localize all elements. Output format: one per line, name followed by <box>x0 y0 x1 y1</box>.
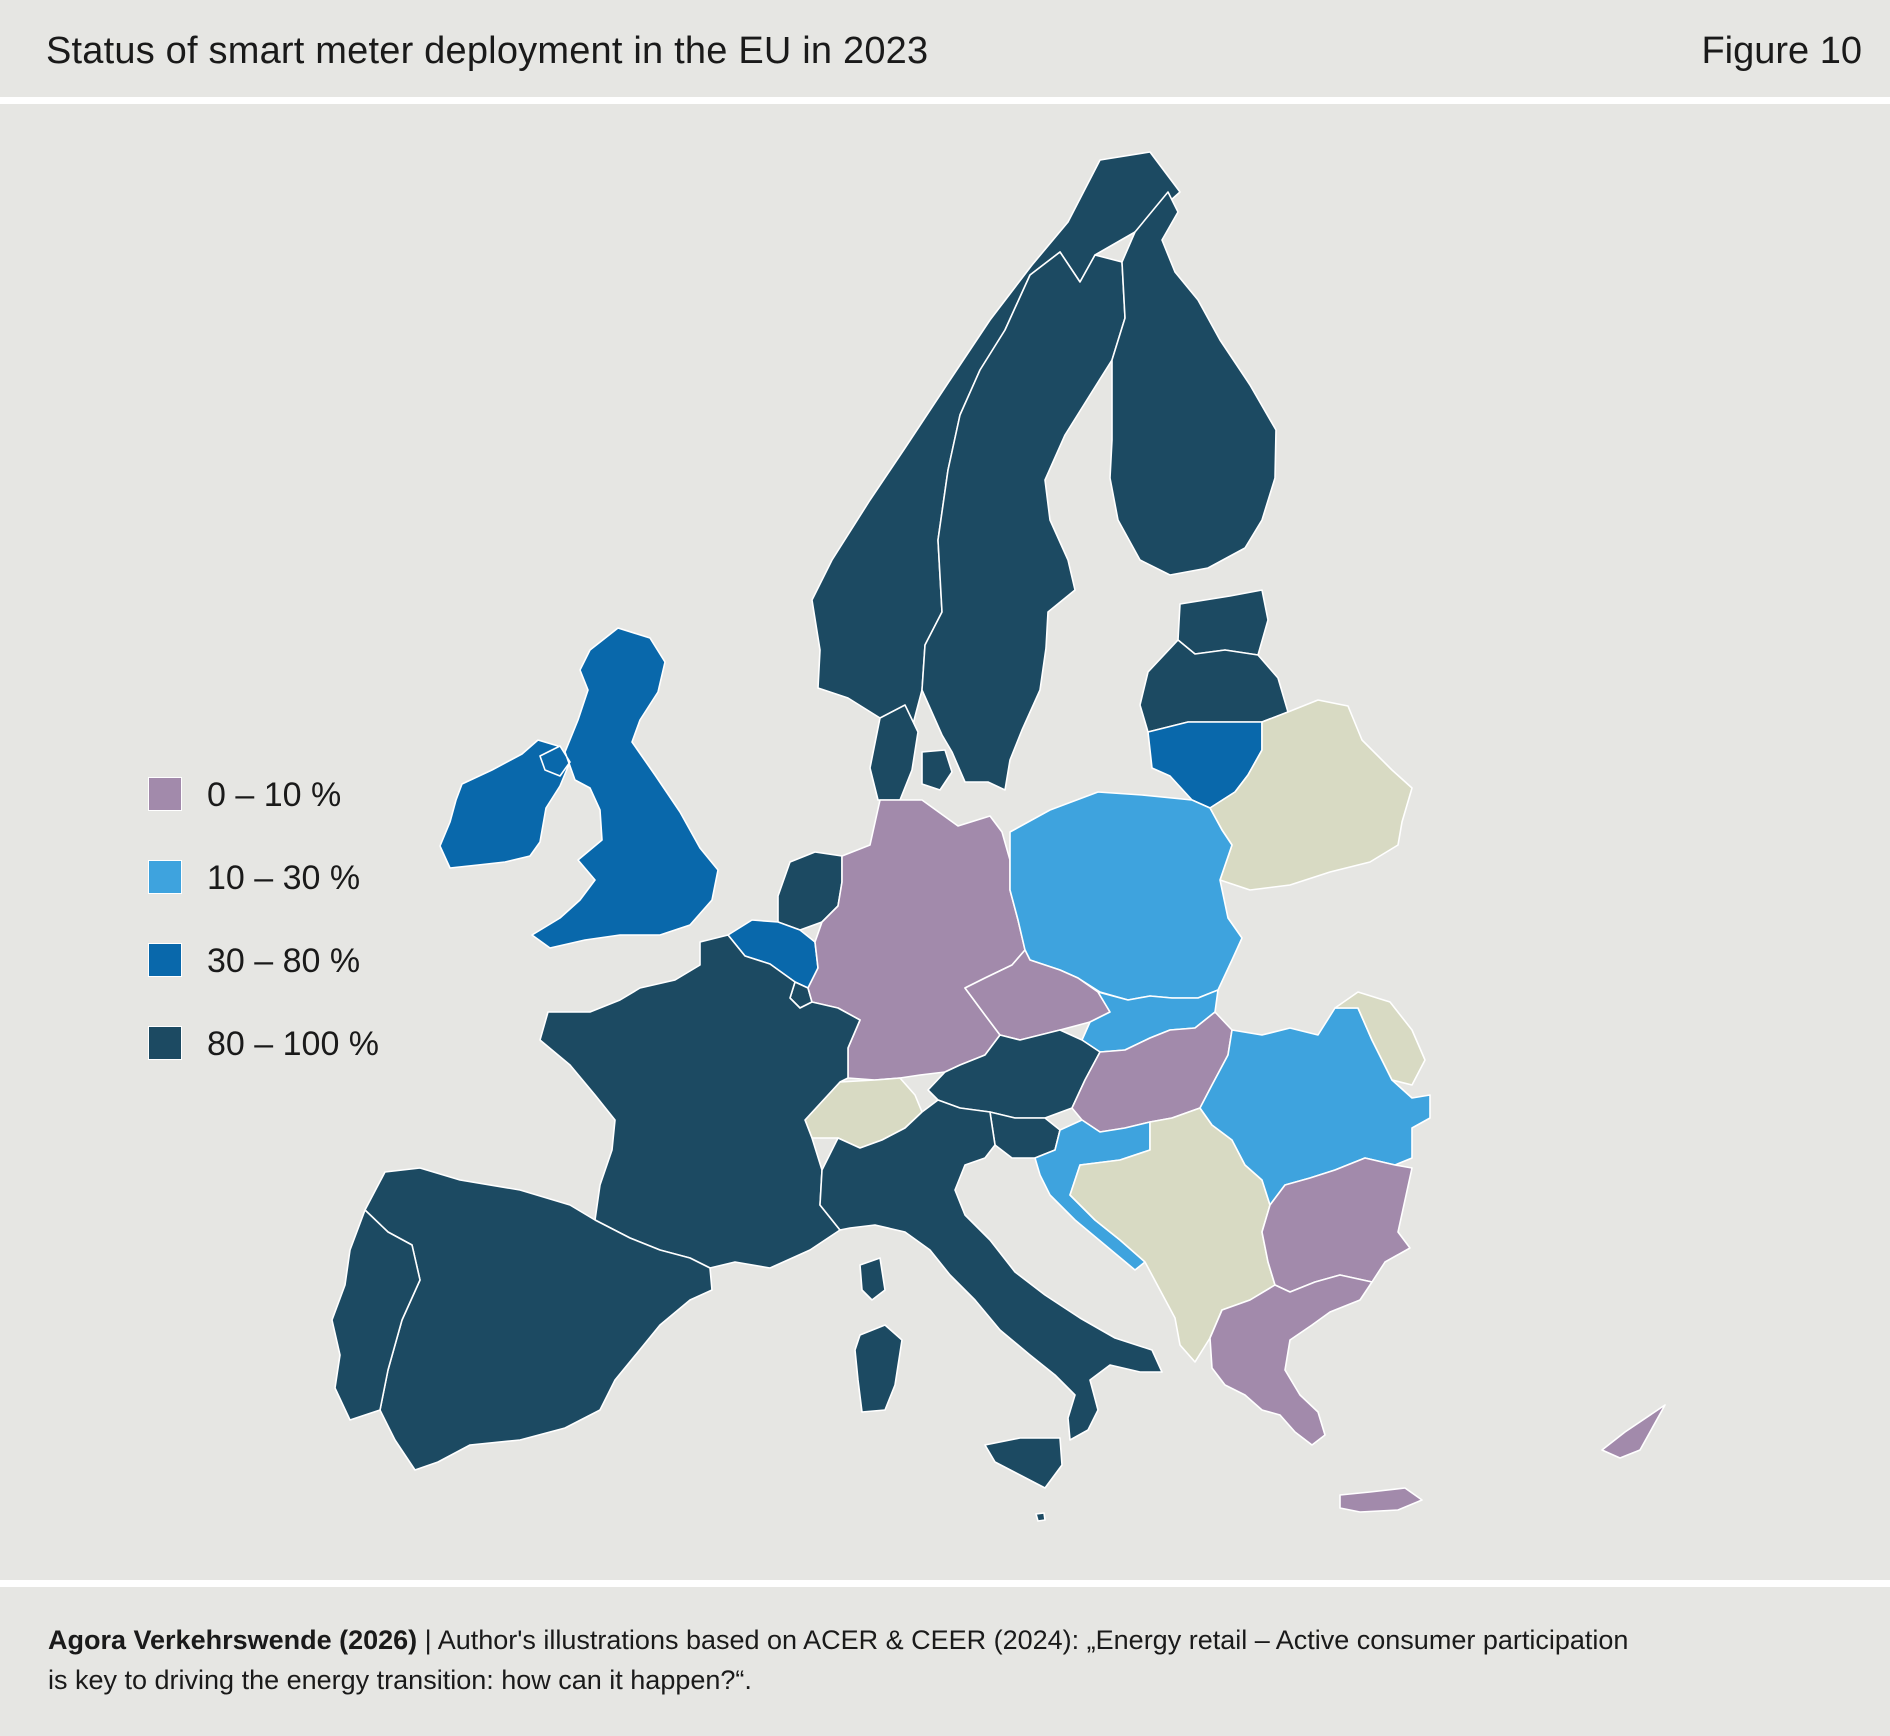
top-divider <box>0 97 1890 104</box>
region-belarus <box>1209 699 1413 891</box>
legend-swatch <box>148 1026 182 1060</box>
header: Status of smart meter deployment in the … <box>0 0 1890 97</box>
region-malta <box>1035 1512 1046 1522</box>
region-estonia <box>1177 589 1269 656</box>
region-finland <box>1109 191 1277 576</box>
chart-title: Status of smart meter deployment in the … <box>46 30 929 72</box>
legend-label: 80 – 100 % <box>207 1025 380 1063</box>
region-latvia <box>1139 639 1289 733</box>
legend-item: 0 – 10 % <box>148 774 448 814</box>
source-note: Agora Verkehrswende (2026) | Author's il… <box>48 1620 1848 1700</box>
region-slovenia <box>989 1111 1061 1159</box>
legend-label: 0 – 10 % <box>207 776 342 814</box>
source-text-line2: is key to driving the energy transition:… <box>48 1665 752 1695</box>
figure-label: Figure 10 <box>1701 30 1862 72</box>
legend-label: 10 – 30 % <box>207 859 361 897</box>
region-cyprus <box>1601 1404 1666 1459</box>
legend-item: 30 – 80 % <box>148 940 448 980</box>
legend-item: 80 – 100 % <box>148 1023 448 1063</box>
region-ireland <box>439 739 571 869</box>
source-text: | Author's illustrations based on ACER &… <box>417 1625 1629 1655</box>
legend-swatch <box>148 860 182 894</box>
legend-label: 30 – 80 % <box>207 942 361 980</box>
legend-swatch <box>148 777 182 811</box>
region-portugal <box>331 1209 421 1421</box>
map-area: 0 – 10 % 10 – 30 % 30 – 80 % 80 – 100 % <box>0 104 1890 1580</box>
region-denmark <box>869 704 953 801</box>
region-greece <box>1209 1274 1423 1513</box>
europe-map <box>331 151 1666 1522</box>
legend-item: 10 – 30 % <box>148 857 448 897</box>
region-united-kingdom <box>531 627 719 949</box>
region-france <box>539 934 861 1269</box>
bottom-divider <box>0 1580 1890 1587</box>
source-author: Agora Verkehrswende (2026) <box>48 1625 418 1655</box>
region-sweden <box>921 251 1126 791</box>
region-italy <box>819 1099 1163 1489</box>
region-moldova <box>1334 991 1426 1086</box>
legend-swatch <box>148 943 182 977</box>
